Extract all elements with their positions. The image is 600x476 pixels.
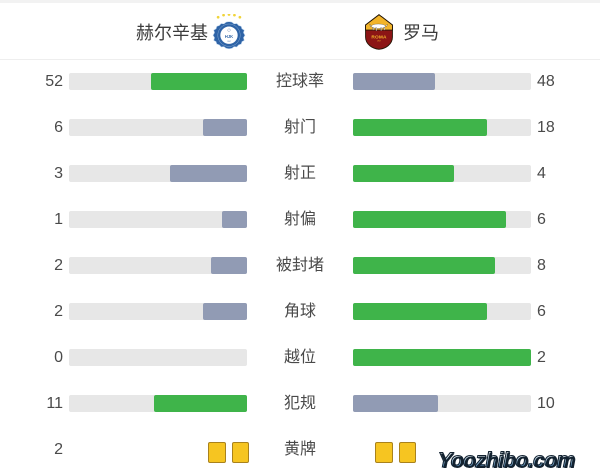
svg-text:HJK: HJK [225, 34, 233, 39]
svg-text:1927: 1927 [377, 41, 381, 43]
svg-text:ROMA: ROMA [371, 34, 387, 40]
